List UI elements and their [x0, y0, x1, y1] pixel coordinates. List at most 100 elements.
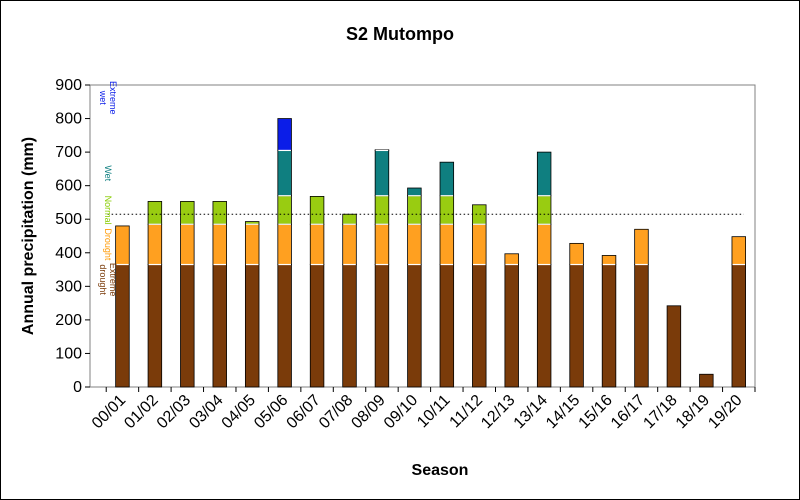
y-tick-label: 300 [55, 278, 82, 295]
bar-segment [244, 264, 260, 388]
bar-segment [699, 373, 714, 388]
y-axis: 0 100 200 300 400 500 600 700 800 900 [55, 77, 90, 396]
bar-segment [731, 236, 746, 265]
bar-segment [277, 195, 292, 225]
x-tick-label: 11/12 [447, 392, 487, 432]
bar-segment [147, 201, 163, 225]
y-tick-label: 0 [73, 379, 82, 396]
class-label-text: Extreme [108, 263, 118, 297]
bar-segment [472, 264, 487, 388]
bar-segment [407, 187, 422, 197]
y-tick-label: 700 [55, 144, 82, 161]
x-tick-label: 18/19 [673, 392, 713, 432]
class-label-text: Normal [103, 196, 113, 225]
x-tick-label: 17/18 [640, 392, 680, 432]
bar-segment [504, 253, 519, 265]
bars [115, 118, 746, 388]
bar-segment [374, 195, 390, 225]
x-tick-label: 19/20 [705, 392, 745, 432]
bar-segment [601, 264, 617, 388]
x-tick-label: 10/11 [414, 392, 454, 432]
bar-segment [536, 223, 552, 265]
y-tick-label: 600 [55, 178, 82, 195]
bar-segment [634, 228, 649, 265]
bar-segment [277, 223, 292, 265]
bar-segment [374, 150, 390, 197]
y-tick-label: 200 [55, 312, 82, 329]
bar-segment [439, 161, 455, 197]
bar-segment [147, 223, 163, 265]
bar-segment [472, 223, 487, 265]
bar-segment [244, 223, 260, 265]
bar-segment [277, 264, 292, 388]
bar-segment [212, 223, 227, 265]
bar-segment [342, 223, 357, 265]
bar-segment [309, 264, 325, 388]
bar-segment [407, 223, 422, 265]
bar-segment [536, 264, 552, 388]
y-tick-label: 400 [55, 245, 82, 262]
y-tick-label: 100 [55, 345, 82, 362]
bar-segment [212, 264, 227, 388]
x-tick-label: 06/07 [284, 392, 324, 432]
class-label: Drought [103, 228, 113, 261]
bar-segment [407, 264, 422, 388]
x-tick-label: 05/06 [251, 392, 291, 432]
bar-segment [147, 264, 163, 388]
class-label-text: Extreme [108, 81, 118, 115]
x-tick-label: 07/08 [316, 392, 356, 432]
bar-segment [180, 201, 195, 225]
bar-segment [634, 264, 649, 388]
y-tick-label: 800 [55, 111, 82, 128]
bar-segment [342, 264, 357, 388]
x-tick-label: 00/01 [89, 392, 129, 432]
bar-segment [374, 223, 390, 265]
bar-segment [731, 264, 746, 388]
x-tick-label: 13/14 [511, 392, 551, 432]
bar-segment [536, 151, 552, 197]
bar-segment [504, 264, 519, 388]
bar-segment [212, 201, 227, 225]
class-label-text: Drought [103, 228, 113, 261]
bar-segment [666, 305, 682, 388]
bar-segment [601, 255, 617, 265]
bar-segment [439, 195, 455, 225]
y-tick-label: 900 [55, 77, 82, 94]
bar-segment [115, 225, 130, 265]
class-label: Normal [103, 196, 113, 225]
class-label-text: Wet [103, 165, 113, 181]
bar-segment [374, 264, 390, 388]
class-label-text: wet [98, 90, 108, 106]
class-label-text: drought [98, 264, 108, 295]
bar-segment [180, 264, 195, 388]
bar-segment [277, 150, 292, 197]
bar-segment [569, 242, 584, 265]
x-axis: 00/0101/0202/0303/0404/0505/0606/0707/08… [89, 387, 756, 432]
x-tick-label: 12/13 [478, 392, 518, 432]
y-tick-label: 500 [55, 211, 82, 228]
x-tick-label: 01/02 [121, 392, 161, 432]
bar-segment [309, 196, 325, 225]
class-label: Wet [103, 165, 113, 181]
bar-segment [439, 223, 455, 265]
x-tick-label: 02/03 [154, 392, 194, 432]
bar-segment [536, 195, 552, 225]
bar-segment [439, 264, 455, 388]
chart-title: S2 Mutompo [346, 24, 454, 44]
x-tick-label: 16/17 [608, 392, 648, 432]
x-tick-label: 08/09 [348, 392, 388, 432]
bar-segment [569, 264, 584, 388]
bar-segment [277, 118, 292, 151]
bar-segment [309, 223, 325, 265]
y-axis-label: Annual precipitation (mm) [20, 137, 37, 335]
x-axis-label: Season [412, 462, 469, 479]
x-tick-label: 09/10 [381, 392, 421, 432]
bar-segment [407, 195, 422, 225]
x-tick-label: 03/04 [186, 392, 226, 432]
bar-segment [342, 213, 357, 225]
x-tick-label: 14/15 [543, 392, 583, 432]
